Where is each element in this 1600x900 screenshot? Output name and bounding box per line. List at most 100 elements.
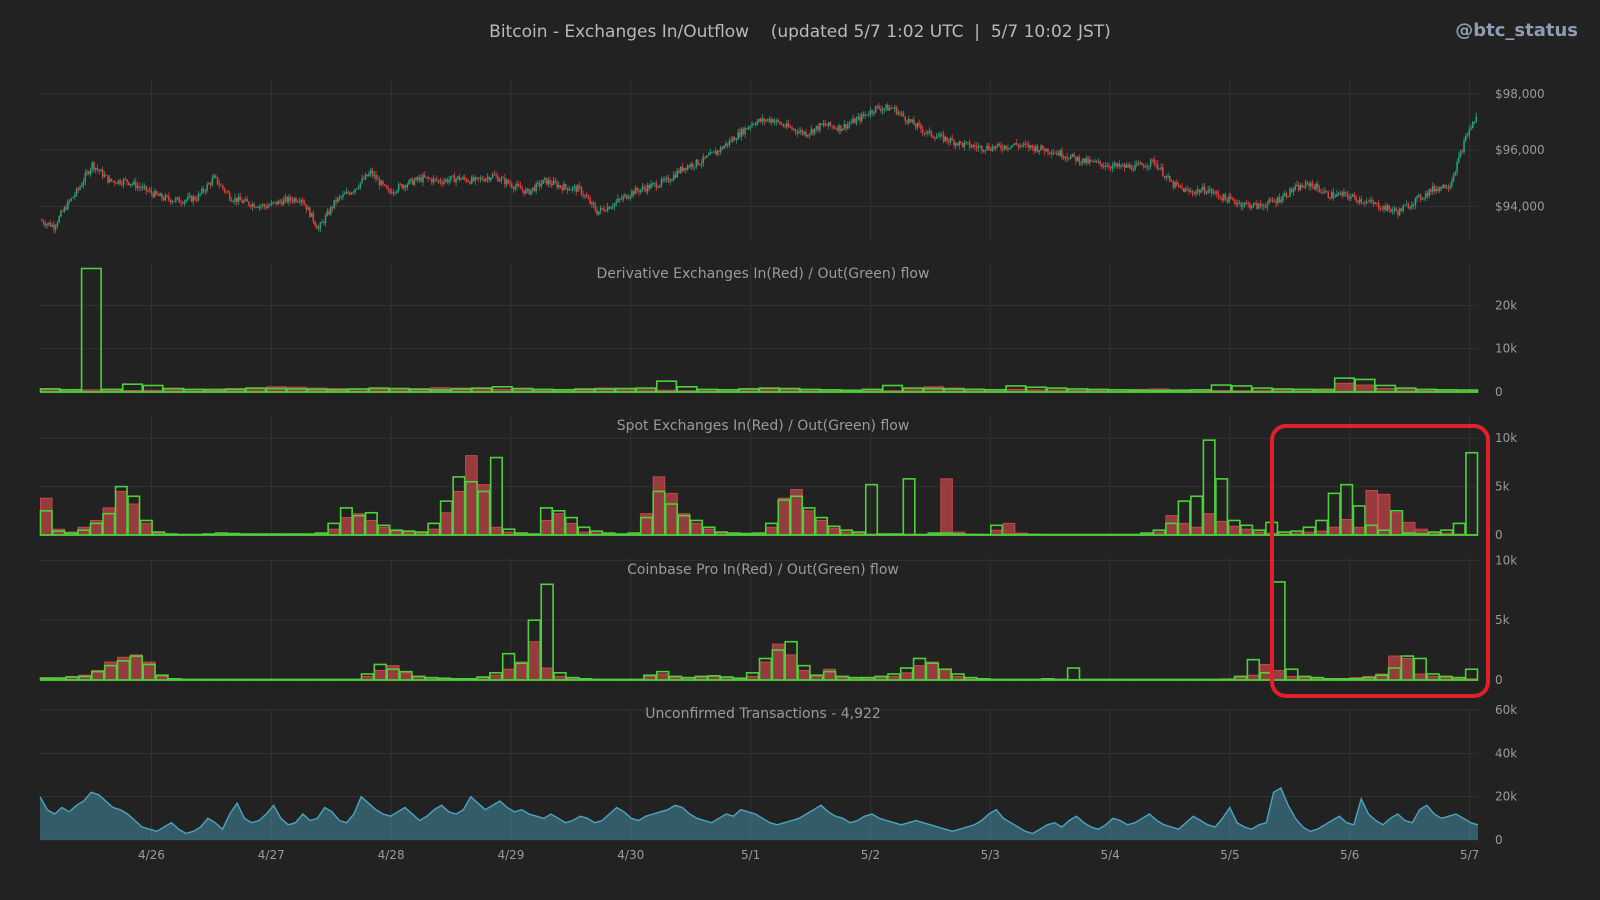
candle-body (1433, 186, 1436, 192)
candle-body (1115, 163, 1117, 167)
candle-body (887, 104, 889, 111)
candle-body (293, 198, 295, 202)
candle-body (921, 129, 924, 133)
candle-body (782, 124, 785, 127)
candle-body (1085, 158, 1088, 163)
candle-body (650, 184, 652, 189)
candle-body (904, 116, 907, 121)
candle-body (615, 201, 618, 204)
candle-body (895, 107, 898, 115)
candle-body (732, 137, 734, 142)
candle-body (1116, 163, 1119, 167)
candle-body (1212, 192, 1215, 194)
candle-body (1113, 163, 1115, 166)
candle-body (1137, 163, 1140, 165)
candle-body (1129, 165, 1131, 168)
candle-body (1144, 166, 1147, 168)
candle-body (960, 141, 962, 143)
candle-body (549, 180, 551, 184)
candle-body (74, 194, 76, 198)
candle-body (1176, 182, 1178, 185)
candle-body (401, 184, 403, 189)
candle-body (383, 184, 386, 186)
candle-body (368, 173, 370, 177)
candle-body (989, 149, 992, 151)
candle-body (925, 132, 927, 134)
candle-body (1390, 208, 1392, 212)
candle-body (65, 207, 67, 210)
candle-body (944, 137, 947, 142)
candle-body (272, 202, 275, 204)
spot-in-bar (690, 522, 703, 536)
candle-body (721, 147, 724, 149)
candle-body (427, 176, 430, 179)
coinbase-out-bar (1272, 581, 1286, 681)
candle-body (1289, 188, 1291, 197)
candle-body (528, 188, 530, 195)
candle-body (533, 187, 536, 192)
candle-body (603, 208, 605, 211)
candle-body (1449, 185, 1451, 189)
candle-body (608, 206, 611, 209)
candle-body (467, 181, 470, 183)
candle-body (986, 145, 988, 151)
candle-body (47, 222, 50, 224)
spot-in-bar (427, 528, 441, 536)
spot-out-bar (902, 478, 916, 536)
candle-body (1364, 202, 1366, 204)
candle-body (542, 179, 544, 184)
candle-body (1238, 202, 1241, 204)
candle-body (443, 181, 445, 184)
candle-body (998, 143, 1001, 146)
candle-body (72, 197, 74, 198)
candle-body (131, 184, 134, 185)
candle-body (1066, 156, 1068, 159)
candle-body (340, 196, 342, 198)
spot-out-bar (1452, 522, 1466, 536)
spot-out-bar (864, 483, 879, 536)
candle-body (298, 201, 301, 203)
candle-body (422, 175, 424, 182)
candle-body (984, 150, 987, 151)
candle-body (161, 193, 163, 199)
candle-body (939, 134, 941, 137)
candle-body (702, 156, 705, 164)
coinbase-out-bar (540, 583, 554, 681)
spot-in-bar (1365, 489, 1378, 536)
candle-body (199, 193, 201, 195)
candle-body (68, 200, 71, 202)
candle-body (117, 180, 120, 184)
candle-body (1245, 202, 1248, 204)
spot-axis-label: 0 (1495, 528, 1503, 542)
candle-body (1463, 140, 1465, 153)
candle-body (1268, 199, 1270, 204)
candle-body (1045, 148, 1048, 152)
candle-body (302, 199, 304, 203)
candle-body (538, 182, 541, 187)
candle-body (96, 168, 99, 170)
candle-body (345, 191, 348, 194)
candle-body (366, 174, 369, 177)
candle-body (1167, 176, 1169, 177)
candle-body (1351, 194, 1354, 197)
candle-body (918, 123, 920, 126)
spot-in-bar (1240, 528, 1253, 536)
candle-body (975, 146, 978, 148)
candle-body (537, 182, 539, 184)
candle-body (493, 174, 496, 176)
candle-body (1306, 182, 1309, 183)
candle-body (928, 130, 931, 132)
candle-body (371, 170, 374, 176)
candle-body (498, 180, 501, 182)
candle-body (121, 183, 123, 185)
candle-body (1451, 181, 1453, 186)
candle-body (598, 211, 600, 215)
candle-body (714, 151, 717, 155)
candle-body (1003, 145, 1006, 150)
candle-body (622, 196, 624, 200)
candle-body (906, 120, 908, 123)
price-axis-label: $98,000 (1495, 87, 1545, 101)
candle-body (1426, 192, 1429, 197)
candle-body (850, 122, 853, 124)
candle-body (1294, 186, 1296, 190)
